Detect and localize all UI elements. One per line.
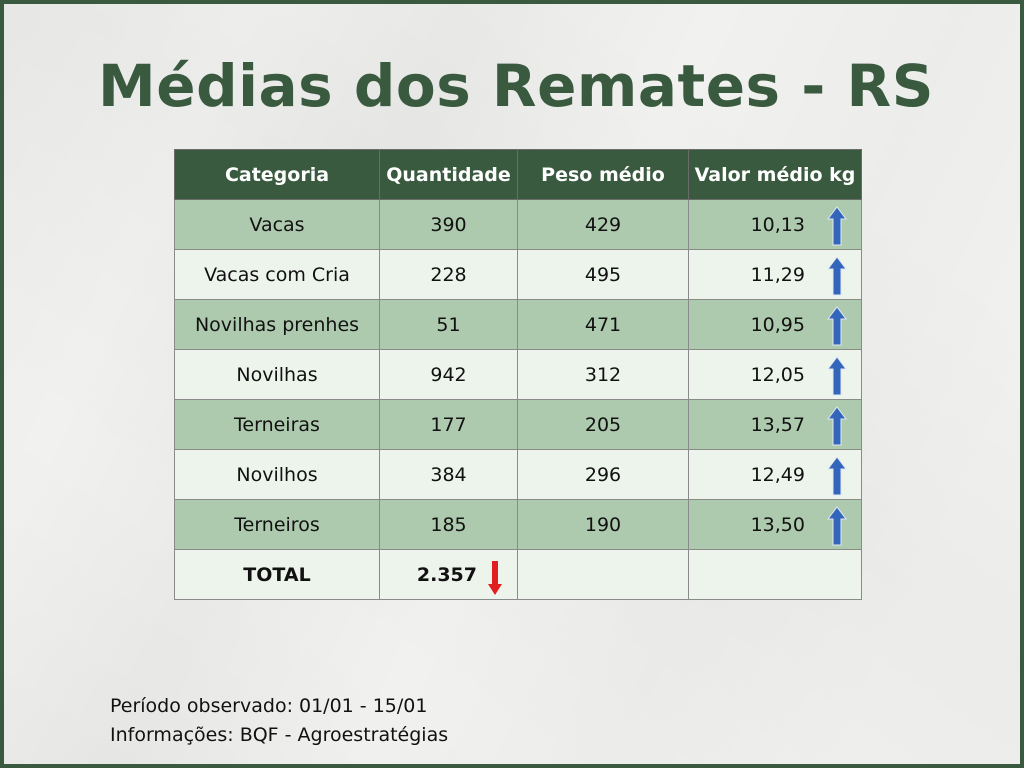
cell-valor: 13,50 (688, 499, 862, 550)
table-total-row: TOTAL 2.357 (174, 549, 862, 600)
page-title: Médias dos Remates - RS (98, 52, 934, 120)
cell-valor: 10,13 (688, 199, 862, 250)
total-valor-empty (688, 549, 862, 600)
header-quantidade: Quantidade (379, 149, 518, 200)
arrow-down-icon (488, 561, 502, 595)
cell-quantidade: 384 (379, 449, 518, 500)
table-row: Vacas com Cria 228 495 11,29 (174, 249, 862, 300)
arrow-up-icon (827, 206, 847, 246)
total-quantidade: 2.357 (379, 549, 518, 600)
table-row: Novilhos 384 296 12,49 (174, 449, 862, 500)
cell-peso: 495 (517, 249, 689, 300)
remates-table: Categoria Quantidade Peso médio Valor mé… (174, 149, 862, 600)
valor-text: 11,29 (750, 263, 805, 286)
table-row: Terneiras 177 205 13,57 (174, 399, 862, 450)
total-peso-empty (517, 549, 689, 600)
table-row: Vacas 390 429 10,13 (174, 199, 862, 250)
cell-valor: 11,29 (688, 249, 862, 300)
cell-quantidade: 390 (379, 199, 518, 250)
arrow-up-icon (827, 406, 847, 446)
cell-peso: 190 (517, 499, 689, 550)
cell-categoria: Novilhos (174, 449, 380, 500)
footer-periodo: Período observado: 01/01 - 15/01 (110, 695, 428, 717)
cell-quantidade: 228 (379, 249, 518, 300)
cell-categoria: Vacas com Cria (174, 249, 380, 300)
arrow-up-icon (827, 456, 847, 496)
cell-valor: 12,49 (688, 449, 862, 500)
header-valor-medio-kg: Valor médio kg (688, 149, 862, 200)
cell-quantidade: 185 (379, 499, 518, 550)
valor-text: 13,50 (750, 513, 805, 536)
table-row: Novilhas 942 312 12,05 (174, 349, 862, 400)
arrow-up-icon (827, 256, 847, 296)
table-header-row: Categoria Quantidade Peso médio Valor mé… (174, 149, 862, 200)
total-quantidade-text: 2.357 (416, 563, 477, 586)
cell-peso: 296 (517, 449, 689, 500)
cell-peso: 429 (517, 199, 689, 250)
cell-valor: 12,05 (688, 349, 862, 400)
cell-peso: 312 (517, 349, 689, 400)
header-categoria: Categoria (174, 149, 380, 200)
cell-valor: 13,57 (688, 399, 862, 450)
total-label: TOTAL (174, 549, 380, 600)
cell-categoria: Novilhas prenhes (174, 299, 380, 350)
cell-peso: 205 (517, 399, 689, 450)
cell-peso: 471 (517, 299, 689, 350)
valor-text: 10,13 (750, 213, 805, 236)
cell-quantidade: 177 (379, 399, 518, 450)
arrow-up-icon (827, 506, 847, 546)
valor-text: 10,95 (750, 313, 805, 336)
valor-text: 12,05 (750, 363, 805, 386)
cell-quantidade: 942 (379, 349, 518, 400)
valor-text: 12,49 (750, 463, 805, 486)
cell-categoria: Vacas (174, 199, 380, 250)
cell-valor: 10,95 (688, 299, 862, 350)
cell-categoria: Terneiros (174, 499, 380, 550)
header-peso-medio: Peso médio (517, 149, 689, 200)
footer-notes: Período observado: 01/01 - 15/01 Informa… (110, 692, 448, 750)
valor-text: 13,57 (750, 413, 805, 436)
arrow-up-icon (827, 356, 847, 396)
table-row: Novilhas prenhes 51 471 10,95 (174, 299, 862, 350)
table-row: Terneiros 185 190 13,50 (174, 499, 862, 550)
cell-quantidade: 51 (379, 299, 518, 350)
cell-categoria: Novilhas (174, 349, 380, 400)
cell-categoria: Terneiras (174, 399, 380, 450)
footer-informacoes: Informações: BQF - Agroestratégias (110, 724, 449, 746)
arrow-up-icon (827, 306, 847, 346)
